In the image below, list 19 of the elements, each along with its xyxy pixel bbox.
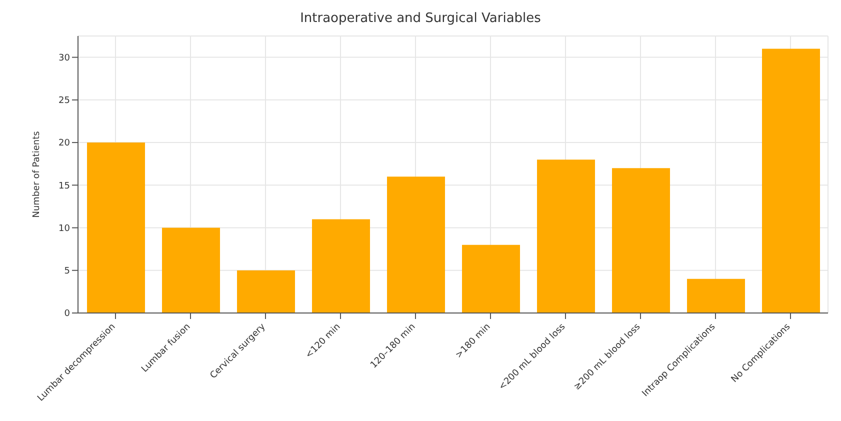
y-tick-label: 25 bbox=[58, 96, 70, 106]
bar bbox=[387, 176, 445, 313]
y-axis-title: Number of Patients bbox=[32, 130, 42, 218]
y-tick-label: 10 bbox=[58, 224, 70, 234]
bar bbox=[312, 219, 370, 313]
bar bbox=[162, 228, 220, 313]
bar bbox=[87, 142, 145, 313]
bar bbox=[462, 244, 520, 313]
bar bbox=[237, 270, 295, 313]
y-tick-label: 0 bbox=[64, 309, 70, 320]
y-tick-label: 5 bbox=[64, 266, 70, 277]
y-tick-label: 20 bbox=[58, 138, 70, 149]
bar bbox=[762, 48, 820, 313]
y-tick-label: 15 bbox=[58, 181, 70, 192]
y-tick-label: 30 bbox=[58, 54, 70, 64]
chart-title: Intraoperative and Surgical Variables bbox=[299, 10, 542, 28]
bar bbox=[537, 160, 595, 313]
bar bbox=[687, 278, 745, 313]
bar bbox=[612, 168, 670, 313]
